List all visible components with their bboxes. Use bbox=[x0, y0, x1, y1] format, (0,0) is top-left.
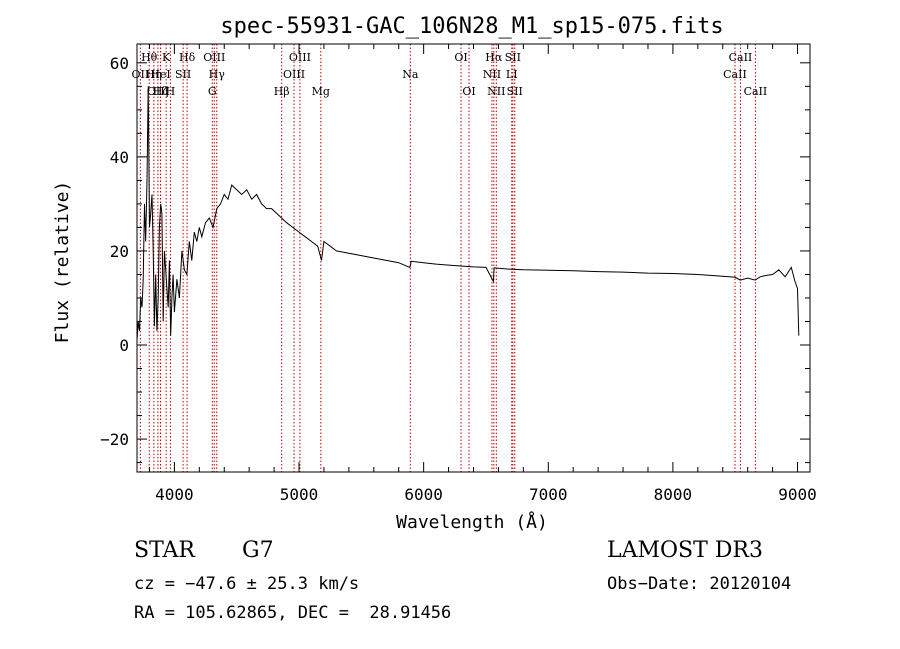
line-label-18: OI bbox=[454, 51, 467, 64]
x-tick-label-0: 4000 bbox=[155, 485, 194, 504]
line-label-8: SII bbox=[175, 68, 191, 81]
x-axis-label: Wavelength (Å) bbox=[396, 511, 548, 533]
line-label-24: NII bbox=[487, 85, 505, 98]
x-tick-label-3: 7000 bbox=[529, 485, 568, 504]
line-label-19: OI bbox=[462, 85, 475, 98]
line-label-5: HeI bbox=[150, 68, 170, 81]
line-label-15: Hβ bbox=[274, 85, 290, 98]
object-class: STAR bbox=[134, 538, 195, 563]
y-tick-label-2: 20 bbox=[110, 242, 129, 261]
line-label-11: Hγ bbox=[209, 68, 226, 81]
line-label-21: SII bbox=[505, 51, 521, 64]
survey-label: LAMOST DR3 bbox=[607, 538, 763, 563]
y-tick-label-0: −20 bbox=[100, 430, 129, 449]
x-tick-label-5: 9000 bbox=[778, 485, 817, 504]
spectral-line-markers bbox=[139, 44, 756, 472]
line-label-7: H bbox=[166, 85, 176, 98]
line-label-9: Hδ bbox=[179, 51, 196, 64]
redshift-readout: cz = −47.6 ± 25.3 km/s bbox=[134, 574, 360, 594]
line-label-16: Mg bbox=[312, 85, 330, 98]
spectrum-series-line bbox=[136, 86, 800, 341]
x-axis-ticks: 4000 5000 6000 7000 8000 9000 bbox=[148, 44, 817, 504]
line-label-14: OIII bbox=[283, 68, 305, 81]
x-tick-label-4: 8000 bbox=[654, 485, 693, 504]
plot-frame bbox=[136, 43, 811, 473]
line-label-4: K bbox=[162, 51, 171, 64]
line-label-3: Hη bbox=[146, 68, 162, 81]
line-label-23: LI bbox=[506, 68, 518, 81]
y-axis-ticks: −20 0 20 40 60 bbox=[100, 54, 810, 464]
line-label-0: OII bbox=[132, 68, 150, 81]
line-label-20: Hα bbox=[485, 51, 503, 64]
line-label-2: OIII bbox=[147, 85, 169, 98]
spectral-line-labels: OII Hθ OIII HηK HeI HζH SII Hδ OIII Hγ G OIII OIII Hβ… bbox=[132, 51, 768, 98]
y-tick-label-1: 0 bbox=[119, 336, 129, 355]
line-label-22: NII bbox=[483, 68, 501, 81]
line-label-27: CaII bbox=[723, 68, 747, 81]
line-label-17: Na bbox=[402, 68, 419, 81]
y-tick-label-4: 60 bbox=[110, 54, 129, 73]
line-label-26: CaII bbox=[729, 51, 753, 64]
line-label-25: SII bbox=[507, 85, 523, 98]
line-label-10: OIII bbox=[203, 51, 225, 64]
obs-date: Obs−Date: 20120104 bbox=[607, 574, 792, 594]
object-subclass: G7 bbox=[242, 538, 274, 563]
y-tick-label-3: 40 bbox=[110, 148, 129, 167]
line-label-12: G bbox=[208, 85, 217, 98]
y-axis-label: Flux (relative) bbox=[52, 181, 73, 344]
coordinates-readout: RA = 105.62865, DEC = 28.91456 bbox=[134, 603, 452, 623]
line-label-1: Hθ bbox=[141, 51, 158, 64]
line-label-28: CaII bbox=[744, 85, 768, 98]
chart-title: spec-55931-GAC_106N28_M1_sp15-075.fits bbox=[220, 14, 723, 39]
line-label-6: Hζ bbox=[153, 85, 169, 98]
line-label-13: OIII bbox=[289, 51, 311, 64]
x-tick-label-2: 6000 bbox=[404, 485, 443, 504]
x-tick-label-1: 5000 bbox=[280, 485, 319, 504]
